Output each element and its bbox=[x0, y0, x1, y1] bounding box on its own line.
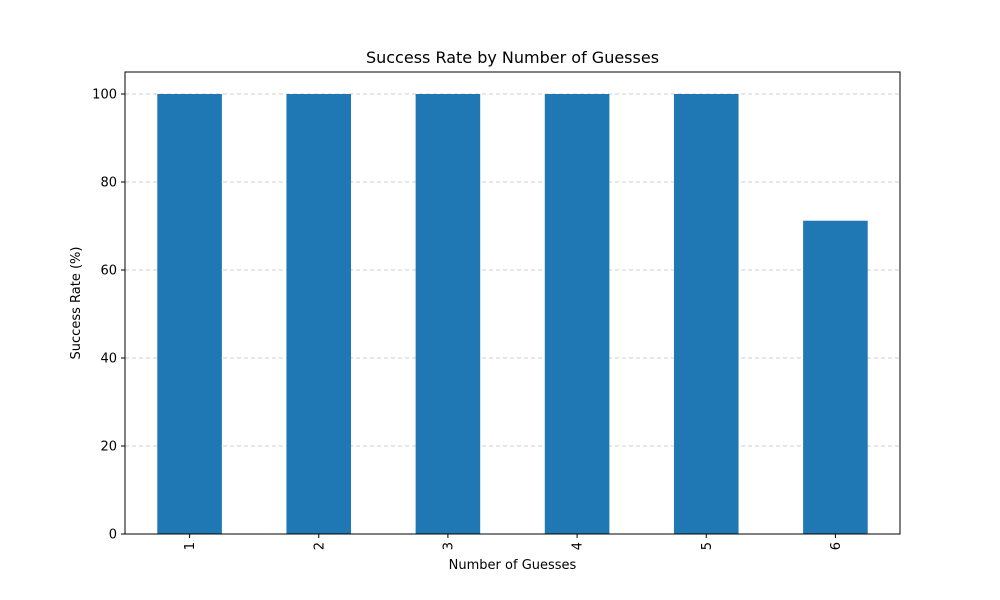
x-tick-label: 1 bbox=[183, 542, 198, 550]
bar bbox=[673, 94, 739, 534]
y-tick-label: 60 bbox=[100, 264, 117, 279]
x-axis-ticks: 1 2 3 4 5 6 bbox=[183, 534, 844, 550]
chart-title: Success Rate by Number of Guesses bbox=[366, 48, 659, 67]
bar bbox=[544, 94, 610, 534]
grid-lines bbox=[125, 93, 900, 447]
x-tick-label: 2 bbox=[312, 542, 327, 550]
bar bbox=[415, 94, 481, 534]
plot-area-frame bbox=[124, 71, 901, 535]
x-axis-label: Number of Guesses bbox=[449, 558, 577, 573]
y-tick-label: 20 bbox=[100, 440, 117, 455]
y-tick-label: 40 bbox=[100, 352, 117, 367]
y-axis-label: Success Rate (%) bbox=[69, 247, 84, 360]
x-tick-label: 3 bbox=[441, 542, 456, 550]
y-tick-label: 100 bbox=[92, 88, 117, 103]
x-tick-label: 6 bbox=[829, 542, 844, 550]
bar bbox=[286, 94, 352, 534]
bars bbox=[157, 94, 868, 534]
x-tick-label: 4 bbox=[571, 542, 586, 550]
y-tick-label: 80 bbox=[100, 176, 117, 191]
bar bbox=[803, 220, 868, 534]
bar bbox=[157, 94, 222, 534]
y-tick-label: 0 bbox=[109, 528, 117, 543]
x-tick-label: 5 bbox=[700, 542, 715, 550]
y-axis-ticks: 0 20 40 60 80 100 bbox=[92, 88, 125, 543]
